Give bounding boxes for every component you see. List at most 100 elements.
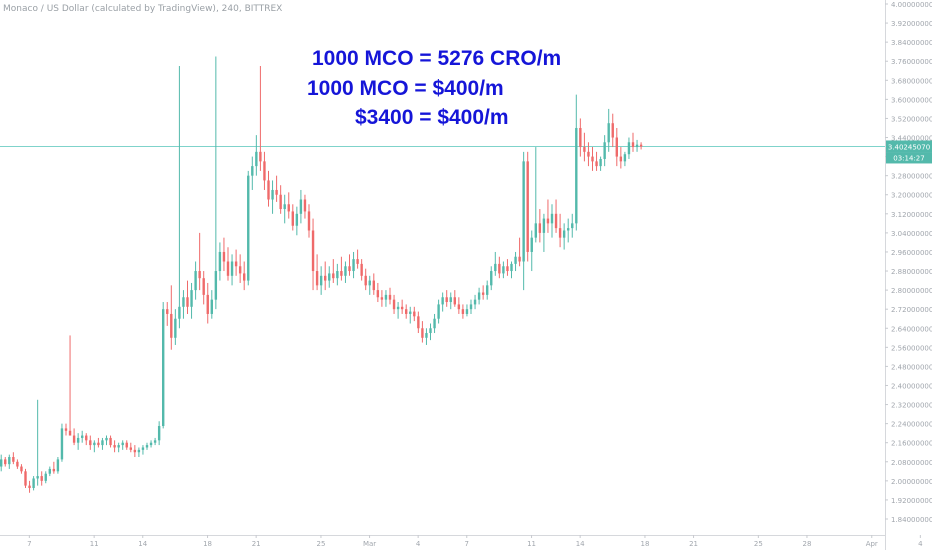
candle-body — [490, 271, 493, 286]
candle-body — [218, 251, 222, 272]
x-tick-label: 18 — [203, 540, 212, 548]
candle-body — [510, 263, 513, 272]
y-tick-label: 2.72000000 — [891, 306, 932, 314]
candle-body — [635, 144, 639, 148]
candle-body — [526, 161, 529, 252]
candle-body — [275, 189, 278, 195]
annotation-line-3: $3400 = $400/m — [355, 106, 509, 129]
candle-body — [332, 273, 335, 279]
candle-body — [631, 142, 635, 148]
candle-body — [137, 449, 141, 453]
candle-body — [328, 273, 331, 281]
candle-body — [198, 271, 201, 279]
candle-body — [145, 445, 149, 448]
candle-body — [550, 213, 554, 224]
candle-body — [125, 442, 128, 448]
candle-body — [409, 311, 412, 314]
candle-body — [477, 292, 481, 300]
candle-body — [554, 213, 558, 229]
candle-body — [352, 259, 355, 272]
candle-body — [271, 189, 274, 200]
candle-body — [283, 204, 286, 210]
candle-body — [457, 304, 461, 310]
candle-body — [324, 275, 327, 281]
candle-body — [469, 304, 473, 310]
candle-body — [247, 175, 250, 281]
candle-body — [627, 142, 631, 155]
y-tick-label: 3.44000000 — [891, 135, 932, 143]
candle-body — [368, 280, 371, 286]
candle-body — [40, 476, 43, 481]
x-tick-label: 25 — [316, 540, 325, 548]
candle-body — [89, 440, 92, 446]
candle-body — [234, 261, 238, 267]
candle-body — [465, 309, 469, 314]
y-tick-label: 2.56000000 — [891, 344, 932, 352]
candle-body — [8, 457, 11, 465]
candle-body — [178, 306, 181, 319]
candle-body — [174, 318, 177, 338]
candle-body — [230, 261, 234, 276]
y-tick-label: 3.28000000 — [891, 173, 932, 181]
candle-body — [571, 223, 574, 229]
candle-body — [72, 435, 76, 443]
candle-body — [93, 442, 96, 446]
candle-body — [60, 428, 64, 460]
y-tick-label: 3.12000000 — [891, 211, 932, 219]
candle-body — [133, 449, 137, 453]
candle-body — [344, 266, 347, 276]
candle-body — [52, 468, 56, 472]
candle-body — [599, 158, 602, 167]
x-tick-label: 25 — [754, 540, 763, 548]
candle-body — [473, 299, 477, 305]
candle-body — [28, 485, 31, 489]
x-tick-label: 4 — [918, 540, 923, 548]
candle-body — [506, 266, 509, 272]
candle-body — [263, 161, 266, 181]
candle-body — [611, 123, 614, 138]
candle-body — [206, 294, 209, 314]
y-tick-label: 3.76000000 — [891, 58, 932, 66]
candle-body — [121, 442, 124, 446]
candle-body — [461, 309, 465, 314]
candle-body — [615, 137, 618, 157]
candle-body — [36, 476, 39, 479]
x-tick-label: 21 — [252, 540, 261, 548]
y-tick-label: 1.84000000 — [891, 516, 932, 524]
countdown-badge — [886, 152, 932, 164]
candle-body — [340, 271, 343, 276]
candle-body — [558, 228, 562, 238]
candle-body — [68, 430, 72, 436]
candle-body — [453, 297, 456, 305]
candle-body — [287, 204, 290, 212]
y-tick-label: 3.92000000 — [891, 20, 932, 28]
symbol-legend: Monaco / US Dollar (calculated by Tradin… — [3, 4, 283, 14]
candle-body — [530, 237, 533, 252]
candle-body — [117, 445, 120, 448]
candle-body — [243, 273, 246, 281]
candle-body — [12, 457, 15, 462]
candle-body — [441, 297, 444, 305]
candle-body — [279, 194, 282, 210]
candle-body — [222, 251, 226, 262]
x-tick-label: Apr — [866, 540, 878, 548]
candle-body — [186, 297, 189, 307]
candle-body — [542, 218, 546, 233]
candle-body — [97, 442, 100, 446]
candle-body — [311, 230, 315, 272]
candle-body — [259, 151, 262, 162]
candle-body — [85, 435, 88, 441]
candle-body — [267, 180, 270, 200]
x-tick-label: 7 — [27, 540, 31, 548]
y-tick-label: 3.68000000 — [891, 77, 932, 85]
candle-body — [291, 211, 294, 226]
candle-body — [603, 142, 606, 159]
candle-body — [518, 256, 521, 262]
candle-body — [481, 292, 485, 295]
candle-body — [303, 199, 307, 212]
candle-body — [567, 228, 570, 231]
candle-body — [372, 280, 375, 291]
